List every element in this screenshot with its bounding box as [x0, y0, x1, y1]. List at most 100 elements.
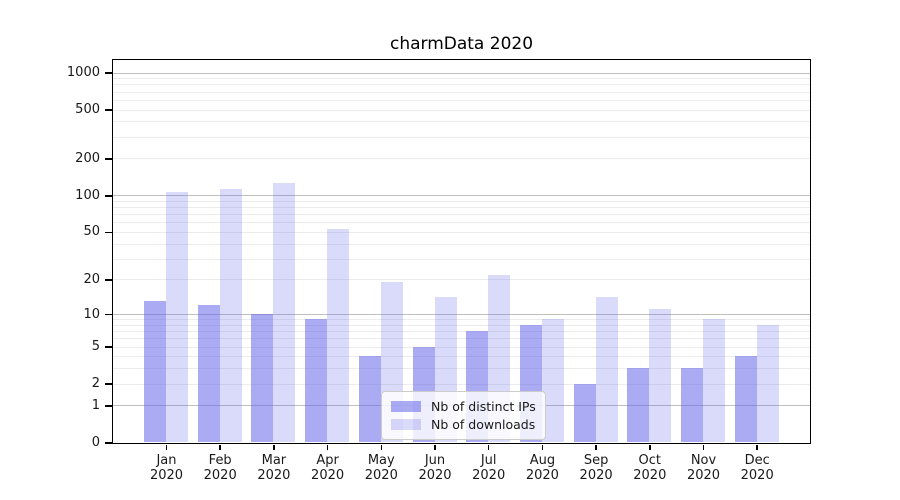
bar-nb-of-distinct-ips-sep-2020: [573, 383, 596, 443]
x-tick-label-year-aug-2020: 2020: [525, 468, 559, 483]
x-tick-jun-2020: [434, 444, 436, 450]
gridline-minor-9: [112, 319, 810, 321]
y-tick-label-200: 200: [75, 150, 100, 166]
x-tick-label-month-oct: Oct: [638, 453, 662, 468]
bar-nb-of-downloads-oct-2020: [649, 309, 672, 443]
legend: Nb of distinct IPs Nb of downloads: [381, 391, 546, 440]
legend-label-distinct-ips: Nb of distinct IPs: [431, 399, 536, 414]
gridline-minor-80: [112, 207, 810, 209]
bar-nb-of-downloads-dec-2020: [756, 324, 779, 443]
x-tick-label-year-jun-2020: 2020: [418, 468, 452, 483]
y-tick-1000: [105, 72, 112, 74]
y-tick-100: [105, 195, 112, 197]
x-tick-label-month-aug: Aug: [529, 453, 556, 468]
x-tick-label-year-mar-2020: 2020: [257, 468, 291, 483]
x-tick-label-month-dec: Dec: [744, 453, 770, 468]
x-tick-may-2020: [380, 444, 383, 450]
gridline-minor-2: [112, 383, 810, 385]
x-tick-label-month-sep: Sep: [583, 453, 609, 468]
y-tick-10: [105, 313, 112, 316]
x-tick-label-year-sep-2020: 2020: [579, 468, 613, 483]
legend-item-distinct-ips: Nb of distinct IPs: [391, 398, 536, 415]
x-tick-label-month-feb: Feb: [208, 453, 232, 468]
y-tick-label-5: 5: [91, 339, 100, 355]
bar-nb-of-distinct-ips-apr-2020: [305, 319, 328, 443]
gridline-minor-70: [112, 214, 810, 216]
y-tick-label-1000: 1000: [66, 65, 100, 80]
gridline-minor-200: [112, 158, 810, 160]
x-tick-label-year-dec-2020: 2020: [740, 468, 774, 483]
x-tick-label-month-apr: Apr: [316, 453, 339, 468]
legend-label-downloads: Nb of downloads: [431, 417, 536, 432]
bar-nb-of-distinct-ips-jan-2020: [144, 301, 166, 443]
y-tick-label-1: 1: [91, 397, 100, 413]
gridline-minor-40: [112, 243, 810, 245]
x-tick-label-year-nov-2020: 2020: [686, 468, 721, 483]
plot-area: [111, 58, 811, 444]
gridline-minor-700: [112, 91, 810, 93]
x-tick-label-year-oct-2020: 2020: [633, 468, 667, 483]
x-tick-feb-2020: [219, 444, 221, 450]
bar-nb-of-distinct-ips-mar-2020: [251, 314, 274, 443]
gridline-minor-3: [112, 368, 810, 370]
gridline-minor-300: [112, 136, 810, 138]
y-tick-500: [105, 109, 112, 111]
x-tick-label-year-apr-2020: 2020: [311, 468, 345, 483]
x-tick-sep-2020: [595, 444, 597, 450]
bar-nb-of-distinct-ips-dec-2020: [734, 356, 757, 443]
gridline-minor-800: [112, 84, 810, 86]
gridline-minor-8: [112, 324, 810, 326]
y-tick-label-10: 10: [83, 306, 100, 322]
x-tick-label-month-jan: Jan: [156, 453, 177, 468]
y-tick-label-20: 20: [83, 271, 100, 287]
x-tick-nov-2020: [702, 444, 705, 450]
x-tick-label-year-feb-2020: 2020: [203, 468, 237, 483]
x-tick-aug-2020: [541, 444, 544, 450]
gridline-minor-4: [112, 356, 810, 358]
bar-nb-of-downloads-nov-2020: [703, 319, 725, 443]
y-tick-50: [105, 231, 112, 234]
y-tick-label-0: 0: [91, 435, 100, 450]
x-tick-label-month-may: May: [367, 453, 395, 468]
y-tick-2: [105, 383, 112, 385]
bar-nb-of-downloads-apr-2020: [327, 228, 350, 443]
x-tick-label-month-jun: Jun: [424, 453, 446, 468]
x-tick-label-month-mar: Mar: [261, 453, 287, 468]
gridline-minor-20: [112, 279, 810, 281]
gridline-minor-6: [112, 338, 810, 340]
gridline-minor-60: [112, 222, 810, 224]
chart-title: charmData 2020: [389, 34, 534, 54]
bar-nb-of-distinct-ips-may-2020: [358, 356, 381, 443]
bar-nb-of-downloads-feb-2020: [219, 188, 242, 443]
x-tick-label-year-may-2020: 2020: [364, 468, 398, 483]
y-tick-label-500: 500: [75, 102, 100, 118]
x-tick-label-year-jul-2020: 2020: [472, 468, 506, 483]
x-tick-label-month-jul: Jul: [480, 453, 497, 468]
gridline-minor-50: [112, 231, 810, 233]
x-tick-dec-2020: [756, 444, 758, 450]
x-tick-mar-2020: [273, 444, 275, 450]
x-tick-apr-2020: [326, 444, 329, 450]
x-tick-label-year-jan-2020: 2020: [149, 468, 184, 483]
bar-nb-of-downloads-mar-2020: [273, 182, 296, 443]
legend-item-downloads: Nb of downloads: [391, 416, 536, 433]
bar-nb-of-distinct-ips-nov-2020: [681, 368, 703, 443]
bar-nb-of-distinct-ips-feb-2020: [197, 305, 220, 443]
bar-nb-of-downloads-jan-2020: [166, 192, 188, 443]
gridline-major-100: [112, 195, 810, 197]
y-tick-1: [105, 405, 112, 407]
y-tick-5: [105, 346, 112, 348]
y-tick-20: [105, 279, 112, 281]
bar-nb-of-distinct-ips-oct-2020: [627, 368, 650, 443]
gridline-minor-7: [112, 331, 810, 333]
legend-swatch-downloads-icon: [391, 419, 421, 430]
x-tick-jul-2020: [487, 444, 490, 450]
gridline-minor-500: [112, 109, 810, 111]
y-tick-label-100: 100: [75, 187, 100, 203]
bar-nb-of-downloads-sep-2020: [595, 297, 618, 443]
gridline-minor-5: [112, 346, 810, 348]
gridline-major-1000: [112, 72, 810, 74]
y-tick-label-50: 50: [83, 224, 100, 240]
y-tick-200: [105, 158, 112, 160]
